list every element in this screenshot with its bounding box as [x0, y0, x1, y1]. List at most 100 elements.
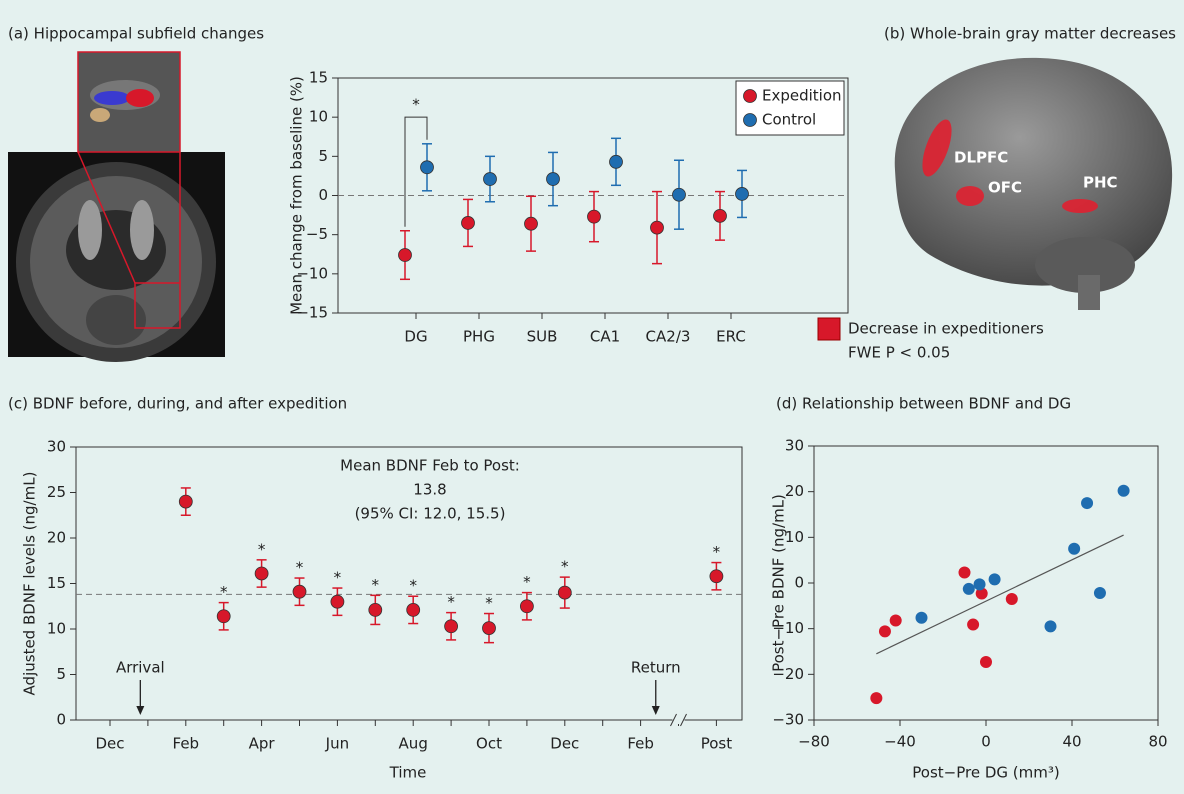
x-tick-label: Apr [249, 735, 276, 753]
legend-label: Expedition [762, 87, 842, 105]
significance-label: * [523, 573, 531, 591]
point [524, 216, 538, 231]
brain-render: DLPFC OFC PHC [894, 57, 1173, 310]
y-tick-label: 25 [47, 483, 66, 501]
x-tick-label: Feb [627, 735, 654, 753]
point [292, 584, 307, 599]
y-tick-label: 5 [318, 147, 328, 165]
legend-label: Decrease in expeditioners [848, 320, 1044, 338]
arrow-head [136, 706, 145, 715]
point [1093, 587, 1106, 600]
significance-label: * [561, 558, 569, 576]
x-tick-label: CA2/3 [646, 328, 691, 346]
point [1044, 620, 1057, 633]
y-tick-label: 10 [785, 528, 804, 546]
x-axis-label: Time [389, 764, 427, 782]
point [368, 602, 383, 617]
point [915, 611, 928, 624]
y-tick-label: −10 [296, 264, 328, 282]
significance-label: * [412, 96, 420, 114]
point [461, 216, 475, 230]
point [482, 621, 496, 635]
significance-label: * [409, 577, 417, 595]
point [444, 619, 459, 634]
panel-title: (a) Hippocampal subfield changes [8, 25, 264, 43]
point [967, 618, 980, 631]
x-tick-label: PHG [463, 328, 495, 346]
point [330, 594, 345, 609]
region-label: OFC [988, 179, 1022, 197]
y-tick-label: 15 [309, 69, 328, 87]
y-tick-label: 30 [47, 438, 66, 456]
legend-marker [743, 89, 757, 103]
fit-line [876, 534, 1124, 655]
point [1117, 484, 1130, 497]
point [973, 578, 986, 591]
x-tick-label: Dec [95, 735, 124, 753]
significance-label: * [220, 583, 228, 601]
axis-break [680, 713, 687, 727]
point [962, 582, 975, 595]
point [672, 187, 686, 202]
y-tick-label: −10 [772, 619, 804, 637]
x-tick-label: SUB [527, 328, 558, 346]
y-tick-label: 0 [794, 574, 804, 592]
point [958, 566, 971, 579]
y-tick-label: −15 [296, 304, 328, 322]
point [1081, 497, 1094, 510]
panel-title: (d) Relationship between BDNF and DG [776, 395, 1071, 413]
point [1005, 592, 1018, 605]
point [483, 172, 497, 186]
y-tick-label: 0 [56, 711, 66, 729]
x-tick-label: Feb [173, 735, 200, 753]
point [609, 154, 623, 169]
point [988, 573, 1001, 586]
point [713, 208, 727, 223]
annotation: Mean BDNF Feb to Post: [340, 457, 520, 475]
y-axis-label: Mean change from baseline (%) [288, 76, 306, 315]
x-tick-label: Post [701, 735, 733, 753]
significance-label: * [258, 540, 266, 558]
significance-label: * [713, 543, 721, 561]
x-tick-label: 40 [1062, 733, 1081, 751]
x-tick-label: −40 [884, 733, 916, 751]
y-tick-label: −5 [306, 225, 328, 243]
x-tick-label: Oct [476, 735, 502, 753]
mri-image [8, 51, 225, 362]
y-tick-label: 30 [785, 437, 804, 455]
point [709, 569, 724, 584]
x-tick-label: DG [404, 328, 427, 346]
y-tick-label: 10 [47, 620, 66, 638]
legend-swatch [817, 317, 841, 341]
axis-break [670, 713, 677, 727]
point [1068, 542, 1081, 555]
point [254, 566, 269, 581]
point [870, 692, 883, 705]
point [406, 602, 421, 617]
region-label: DLPFC [954, 149, 1008, 167]
x-tick-label: 0 [981, 733, 991, 751]
point [557, 585, 572, 600]
point [178, 494, 193, 509]
y-tick-label: 15 [47, 574, 66, 592]
y-tick-label: 0 [318, 186, 328, 204]
annotation: 13.8 [413, 481, 446, 499]
x-tick-label: Dec [550, 735, 579, 753]
point [980, 656, 992, 669]
significance-label: * [372, 576, 380, 594]
point [878, 625, 891, 638]
y-tick-label: −20 [772, 665, 804, 683]
panel-title: (c) BDNF before, during, and after exped… [8, 395, 347, 413]
significance-bracket [404, 116, 428, 227]
event-label: Arrival [116, 659, 165, 677]
y-tick-label: 20 [785, 482, 804, 500]
point [650, 220, 664, 235]
legend-box [735, 80, 845, 136]
region-label: PHC [1083, 174, 1118, 192]
significance-label: * [447, 593, 455, 611]
point [889, 614, 902, 627]
y-tick-label: 5 [56, 665, 66, 683]
significance-label: * [296, 559, 304, 577]
x-tick-label: 80 [1148, 733, 1167, 751]
